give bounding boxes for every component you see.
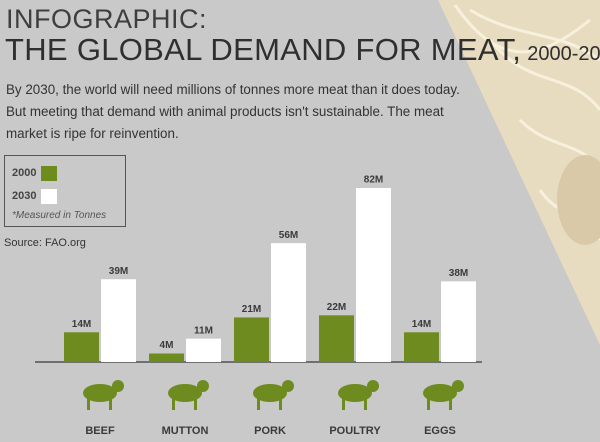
icon-body (338, 384, 372, 402)
legend-swatch (41, 166, 57, 181)
photo-backdrop (438, 0, 600, 345)
icon-leg (427, 398, 430, 410)
icon-head (282, 380, 294, 392)
legend-swatch (41, 189, 57, 204)
category-icon (168, 380, 209, 410)
value-label: 22M (327, 302, 346, 313)
value-label: 14M (412, 319, 431, 330)
icon-leg (364, 398, 367, 410)
value-label: 21M (242, 304, 261, 315)
bar (356, 188, 391, 362)
icon-leg (342, 398, 345, 410)
legend-label: 2000 (12, 167, 37, 179)
value-label: 39M (109, 266, 128, 277)
source: Source: FAO.org (4, 237, 86, 249)
title-main: THE GLOBAL DEMAND FOR MEAT, (5, 32, 522, 67)
icon-head (452, 380, 464, 392)
icon-head (112, 380, 124, 392)
description: By 2030, the world will need millions of… (6, 82, 460, 141)
bar (271, 243, 306, 362)
icon-leg (172, 398, 175, 410)
value-label: 14M (72, 319, 91, 330)
title: THE GLOBAL DEMAND FOR MEAT,2000-2030 (5, 32, 600, 68)
icon-body (423, 384, 457, 402)
bar (186, 338, 221, 362)
icon-head (367, 380, 379, 392)
bar (64, 332, 99, 362)
x-tick-label: PORK (254, 425, 286, 437)
value-label: 11M (194, 325, 213, 336)
category-icon (338, 380, 379, 410)
icon-leg (87, 398, 90, 410)
legend: 2000 2030 *Measured in Tonnes (4, 155, 126, 227)
x-tick-label: POULTRY (329, 425, 381, 437)
icon-head (197, 380, 209, 392)
icon-body (168, 384, 202, 402)
icon-body (83, 384, 117, 402)
icon-leg (449, 398, 452, 410)
bar (319, 315, 354, 362)
value-label: 82M (364, 175, 383, 186)
icon-leg (279, 398, 282, 410)
bar (404, 332, 439, 362)
icon-leg (257, 398, 260, 410)
value-label: 4M (160, 340, 174, 351)
category-icon (253, 380, 294, 410)
x-tick-label: BEEF (85, 425, 115, 437)
bar (101, 279, 136, 362)
icon-leg (109, 398, 112, 410)
photo-chicken (557, 155, 600, 245)
icon-leg (194, 398, 197, 410)
legend-label: 2030 (12, 190, 37, 202)
category-icon (83, 380, 124, 410)
title-sub: 2000-2030 (527, 43, 600, 65)
bar (149, 353, 184, 362)
bar (441, 281, 476, 362)
bar (234, 317, 269, 362)
kicker: INFOGRAPHIC: (6, 4, 208, 34)
value-label: 38M (449, 268, 468, 279)
x-tick-label: MUTTON (162, 425, 209, 437)
category-icon (423, 380, 464, 410)
value-label: 56M (279, 230, 298, 241)
legend-note: *Measured in Tonnes (12, 210, 107, 221)
icon-body (253, 384, 287, 402)
x-tick-label: EGGS (424, 425, 456, 437)
